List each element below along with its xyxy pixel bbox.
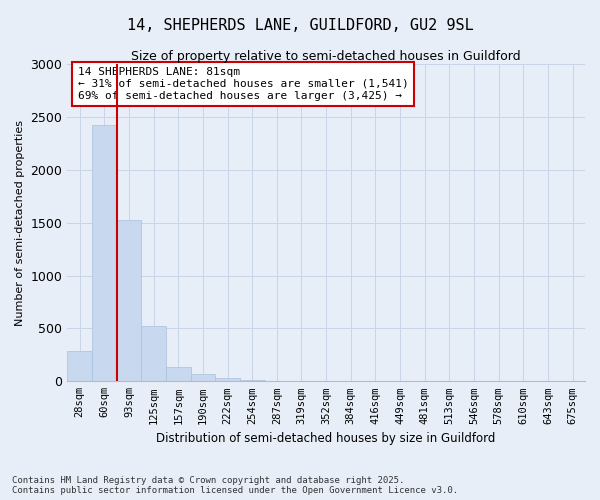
Text: Contains HM Land Registry data © Crown copyright and database right 2025.
Contai: Contains HM Land Registry data © Crown c… <box>12 476 458 495</box>
Bar <box>141 326 166 382</box>
Bar <box>166 366 191 382</box>
Text: 14, SHEPHERDS LANE, GUILDFORD, GU2 9SL: 14, SHEPHERDS LANE, GUILDFORD, GU2 9SL <box>127 18 473 32</box>
Title: Size of property relative to semi-detached houses in Guildford: Size of property relative to semi-detach… <box>131 50 521 63</box>
Y-axis label: Number of semi-detached properties: Number of semi-detached properties <box>15 120 25 326</box>
Bar <box>116 220 141 382</box>
X-axis label: Distribution of semi-detached houses by size in Guildford: Distribution of semi-detached houses by … <box>157 432 496 445</box>
Bar <box>240 380 265 382</box>
Bar <box>215 378 240 382</box>
Text: 14 SHEPHERDS LANE: 81sqm
← 31% of semi-detached houses are smaller (1,541)
69% o: 14 SHEPHERDS LANE: 81sqm ← 31% of semi-d… <box>77 68 409 100</box>
Bar <box>67 350 92 382</box>
Bar <box>92 126 116 382</box>
Bar <box>191 374 215 382</box>
